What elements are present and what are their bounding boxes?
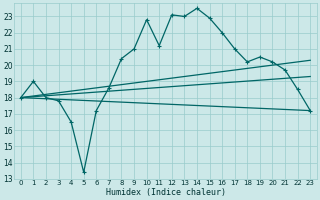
X-axis label: Humidex (Indice chaleur): Humidex (Indice chaleur): [106, 188, 226, 197]
